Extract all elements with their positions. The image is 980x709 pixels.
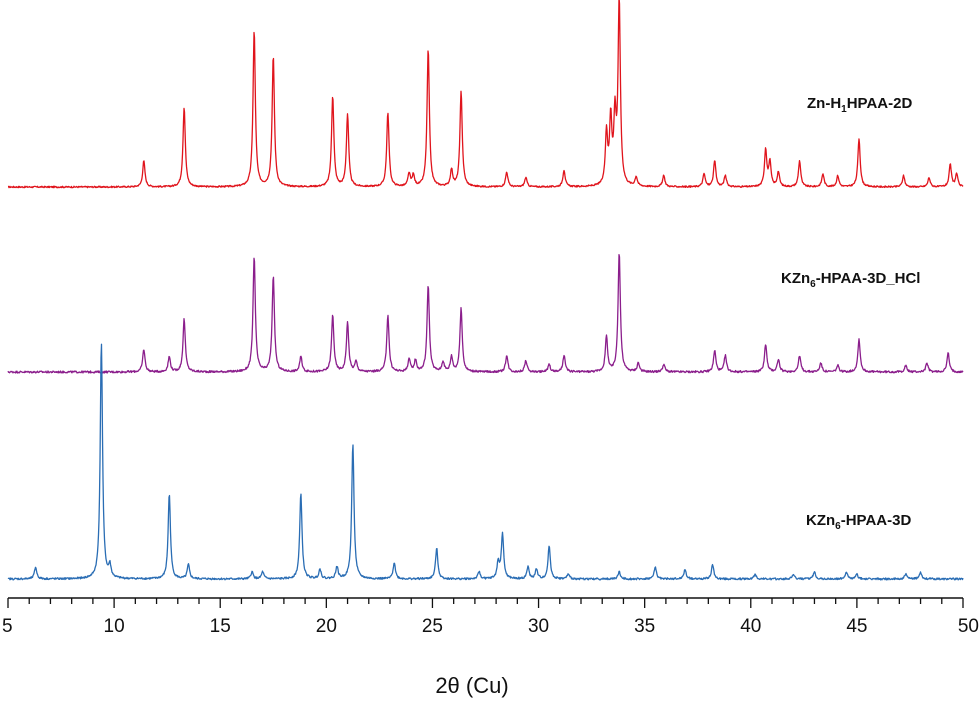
x-tick-label: 15 [210,616,231,637]
x-axis-title: 2θ (Cu) [435,673,508,698]
x-tick-label: 25 [422,616,443,637]
series-line [7,0,964,189]
x-tick-label: 45 [846,616,867,637]
series-labels: Zn-H1HPAA-2D KZn6-HPAA-3D_HCl KZn6-HPAA-3D [781,95,920,532]
series-layer [7,0,964,581]
x-tick-label: 20 [316,616,337,637]
series-line [7,343,964,581]
x-tick-label: 40 [740,616,761,637]
x-axis: 5 10 15 20 25 30 35 40 45 50 [2,597,979,637]
x-tick-label: 35 [634,616,655,637]
series-label: KZn6-HPAA-3D_HCl [781,270,920,290]
x-tick-label: 10 [104,616,125,637]
x-tick-label: 50 [958,616,979,637]
series-line [7,254,964,374]
series-label: Zn-H1HPAA-2D [807,95,912,115]
x-tick-label: 5 [2,616,13,637]
series-label: KZn6-HPAA-3D [806,512,911,532]
x-tick-label: 30 [528,616,549,637]
